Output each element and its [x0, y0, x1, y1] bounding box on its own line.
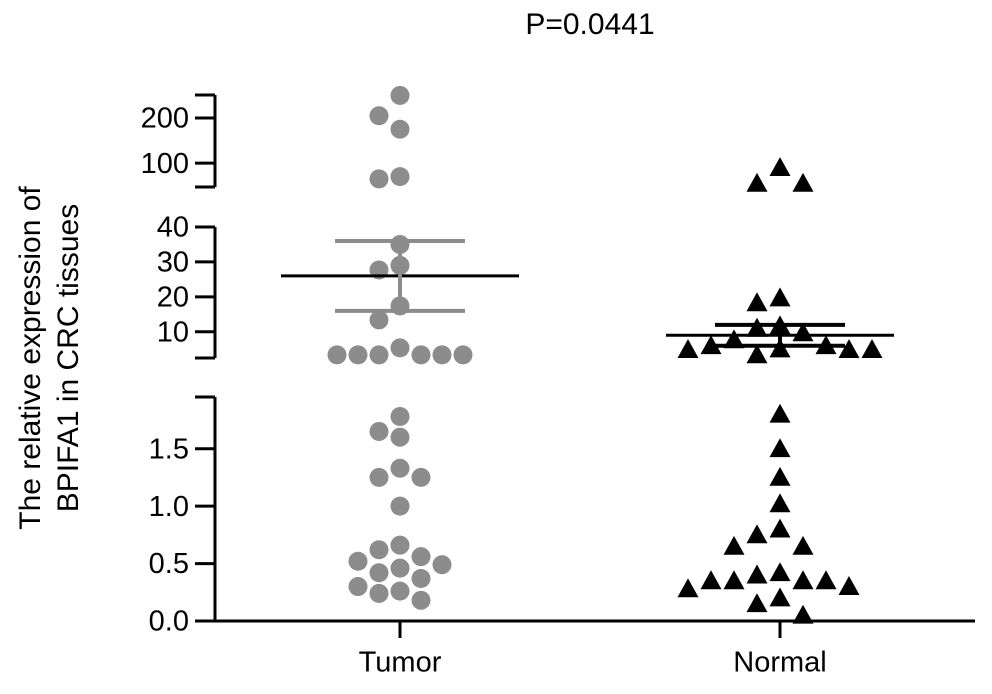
data-point [369, 540, 389, 560]
data-point [390, 167, 410, 187]
data-point [700, 570, 722, 590]
data-point [369, 467, 389, 487]
data-point [792, 570, 814, 590]
data-point [369, 583, 389, 603]
x-tick-label: Tumor [359, 647, 442, 679]
data-point [411, 590, 431, 610]
data-point [369, 563, 389, 583]
data-point [369, 169, 389, 189]
data-point [390, 85, 410, 105]
data-point [700, 335, 722, 355]
data-point [769, 338, 791, 358]
data-point [390, 338, 410, 358]
data-point [769, 438, 791, 458]
data-point [390, 558, 410, 578]
data-point [792, 604, 814, 624]
x-tick-label: Normal [733, 647, 826, 679]
data-point [390, 427, 410, 447]
data-point [390, 496, 410, 516]
y-tick-label: 30 [157, 247, 189, 279]
data-point [838, 339, 860, 359]
data-point [746, 593, 768, 613]
y-tick-label: 200 [141, 103, 189, 135]
data-point [838, 576, 860, 595]
data-point [769, 157, 791, 177]
data-point [723, 329, 745, 349]
data-point [769, 403, 791, 423]
data-point [769, 466, 791, 486]
data-point [769, 562, 791, 582]
data-point [390, 581, 410, 601]
data-point [369, 106, 389, 126]
data-point [677, 339, 699, 359]
data-point [677, 578, 699, 598]
data-point [792, 172, 814, 192]
data-point [746, 344, 768, 364]
data-point [348, 345, 368, 365]
y-axis-label: The relative expression of [14, 186, 47, 530]
data-point [327, 345, 347, 365]
data-point [746, 292, 768, 312]
data-point [432, 345, 452, 365]
y-tick-label: 20 [157, 282, 189, 314]
data-point [723, 570, 745, 590]
data-point [390, 458, 410, 478]
y-axis-label: BPIFA1 in CRC tissues [52, 204, 85, 512]
data-point [769, 493, 791, 513]
chart-title: P=0.0441 [525, 8, 654, 41]
data-point [348, 551, 368, 571]
data-point [411, 547, 431, 567]
data-point [746, 317, 768, 337]
data-point [723, 535, 745, 555]
data-point [769, 518, 791, 538]
data-point [453, 345, 473, 365]
data-point [390, 535, 410, 555]
data-point [432, 555, 452, 575]
data-point [746, 524, 768, 544]
y-tick-label: 1.5 [149, 433, 189, 465]
data-point [369, 345, 389, 365]
data-point [769, 287, 791, 307]
data-point [411, 467, 431, 487]
data-point [369, 421, 389, 441]
data-point [769, 587, 791, 607]
y-tick-label: 10 [157, 316, 189, 348]
data-point [390, 407, 410, 427]
data-point [348, 577, 368, 597]
y-tick-label: 0.0 [149, 606, 189, 638]
data-point [746, 172, 768, 192]
data-point [861, 339, 883, 359]
y-tick-label: 40 [157, 212, 189, 244]
data-point [390, 119, 410, 139]
data-point [411, 345, 431, 365]
data-point [815, 570, 837, 590]
data-point [369, 310, 389, 330]
data-point [411, 568, 431, 588]
y-tick-label: 100 [141, 148, 189, 180]
y-tick-label: 0.5 [149, 548, 189, 580]
data-point [746, 564, 768, 584]
data-point [792, 535, 814, 555]
y-tick-label: 1.0 [149, 491, 189, 523]
